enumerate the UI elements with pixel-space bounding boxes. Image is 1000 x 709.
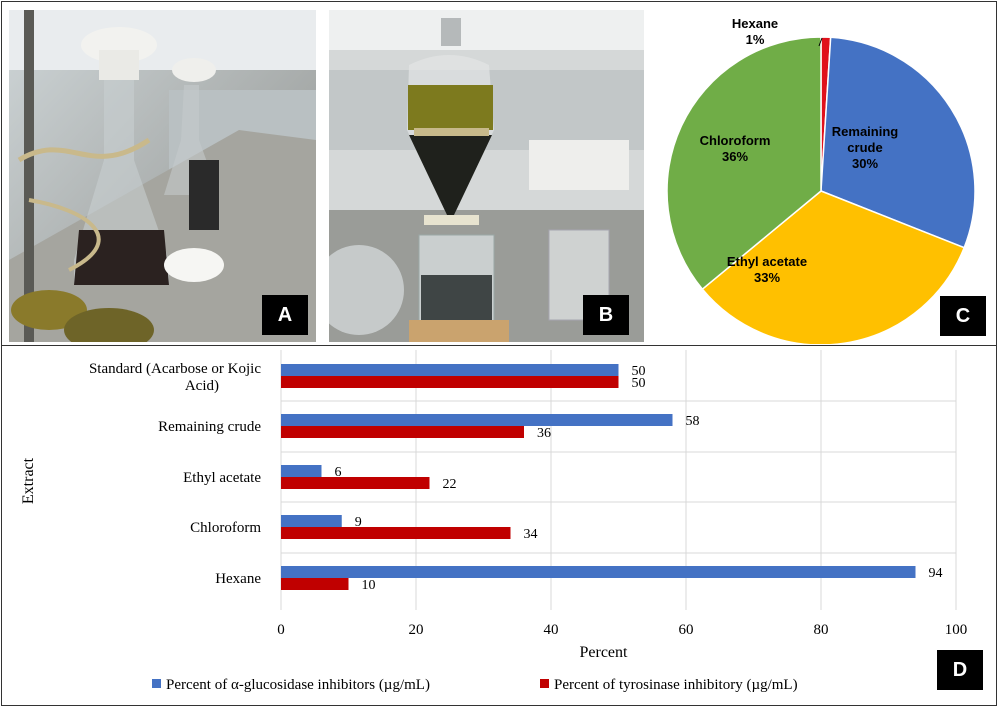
bar-value-label: 22 bbox=[443, 477, 457, 492]
legend-swatch-glucosidase bbox=[152, 679, 161, 688]
pie-label: Chloroform 36% bbox=[700, 133, 771, 164]
x-tick-label: 20 bbox=[409, 622, 424, 638]
bar-glucosidase bbox=[281, 465, 322, 477]
y-tick-label: Hexane bbox=[215, 571, 261, 587]
pie-chart: Hexane 1% Remaining crude 30% Ethyl acetate 33… bbox=[666, 16, 976, 344]
bar-value-label: 50 bbox=[632, 364, 646, 379]
pie-leader-line bbox=[818, 37, 823, 47]
legend-swatch-tyrosinase bbox=[540, 679, 549, 688]
bar-tyrosinase bbox=[281, 477, 430, 489]
photo-a-illustration bbox=[9, 10, 316, 342]
pie-label: Ethyl acetate 33% bbox=[727, 254, 807, 285]
pie-slice bbox=[666, 36, 822, 291]
bar-tyrosinase bbox=[281, 578, 349, 590]
y-axis-title: Extract bbox=[20, 457, 37, 504]
legend-label: Percent of α-glucosidase inhibitors (µg/… bbox=[166, 677, 430, 693]
bar-value-label: 36 bbox=[537, 426, 551, 441]
bar-tyrosinase bbox=[281, 426, 524, 438]
photo-vacuum-filtration: A bbox=[9, 10, 316, 342]
panel-divider bbox=[1, 345, 997, 346]
x-axis-title: Percent bbox=[580, 644, 629, 661]
pie-chart-panel: Hexane 1% Remaining crude 30% Ethyl acetate 33… bbox=[651, 8, 993, 344]
bar-value-label: 9 bbox=[355, 515, 362, 530]
panel-label-b: B bbox=[583, 295, 629, 335]
pie-slice bbox=[820, 36, 976, 249]
bar-glucosidase bbox=[281, 566, 916, 578]
bar-value-label: 58 bbox=[686, 414, 700, 429]
x-tick-label: 100 bbox=[945, 622, 968, 638]
x-tick-label: 40 bbox=[544, 622, 559, 638]
photo-b-illustration bbox=[329, 10, 644, 342]
legend-label: Percent of tyrosinase inhibitory (µg/mL) bbox=[554, 677, 798, 693]
bar-value-label: 10 bbox=[362, 578, 376, 593]
bar-glucosidase bbox=[281, 414, 673, 426]
bar-tyrosinase bbox=[281, 376, 619, 388]
bar-value-label: 6 bbox=[335, 465, 342, 480]
pie-slice bbox=[701, 190, 966, 344]
bar-tyrosinase bbox=[281, 527, 511, 539]
y-tick-label: Remaining crude bbox=[158, 419, 261, 435]
bar-value-label: 50 bbox=[632, 376, 646, 391]
x-tick-label: 80 bbox=[814, 622, 829, 638]
y-tick-label: Standard (Acarbose or Kojic Acid) bbox=[89, 361, 261, 394]
photo-separatory-funnel: B bbox=[329, 10, 644, 342]
panel-label-c: C bbox=[940, 296, 986, 336]
panel-label-a: A bbox=[262, 295, 308, 335]
x-tick-label: 60 bbox=[679, 622, 694, 638]
pie-label: Hexane 1% bbox=[732, 16, 778, 47]
bar-glucosidase bbox=[281, 364, 619, 376]
pie-label: Remaining crude 30% bbox=[832, 124, 899, 171]
y-tick-label: Ethyl acetate bbox=[183, 470, 261, 486]
x-tick-label: 0 bbox=[277, 622, 285, 638]
y-tick-label: Chloroform bbox=[190, 520, 261, 536]
panel-label-d: D bbox=[937, 650, 983, 690]
bar-value-label: 34 bbox=[524, 527, 538, 542]
bar-value-label: 94 bbox=[929, 566, 943, 581]
bar-glucosidase bbox=[281, 515, 342, 527]
